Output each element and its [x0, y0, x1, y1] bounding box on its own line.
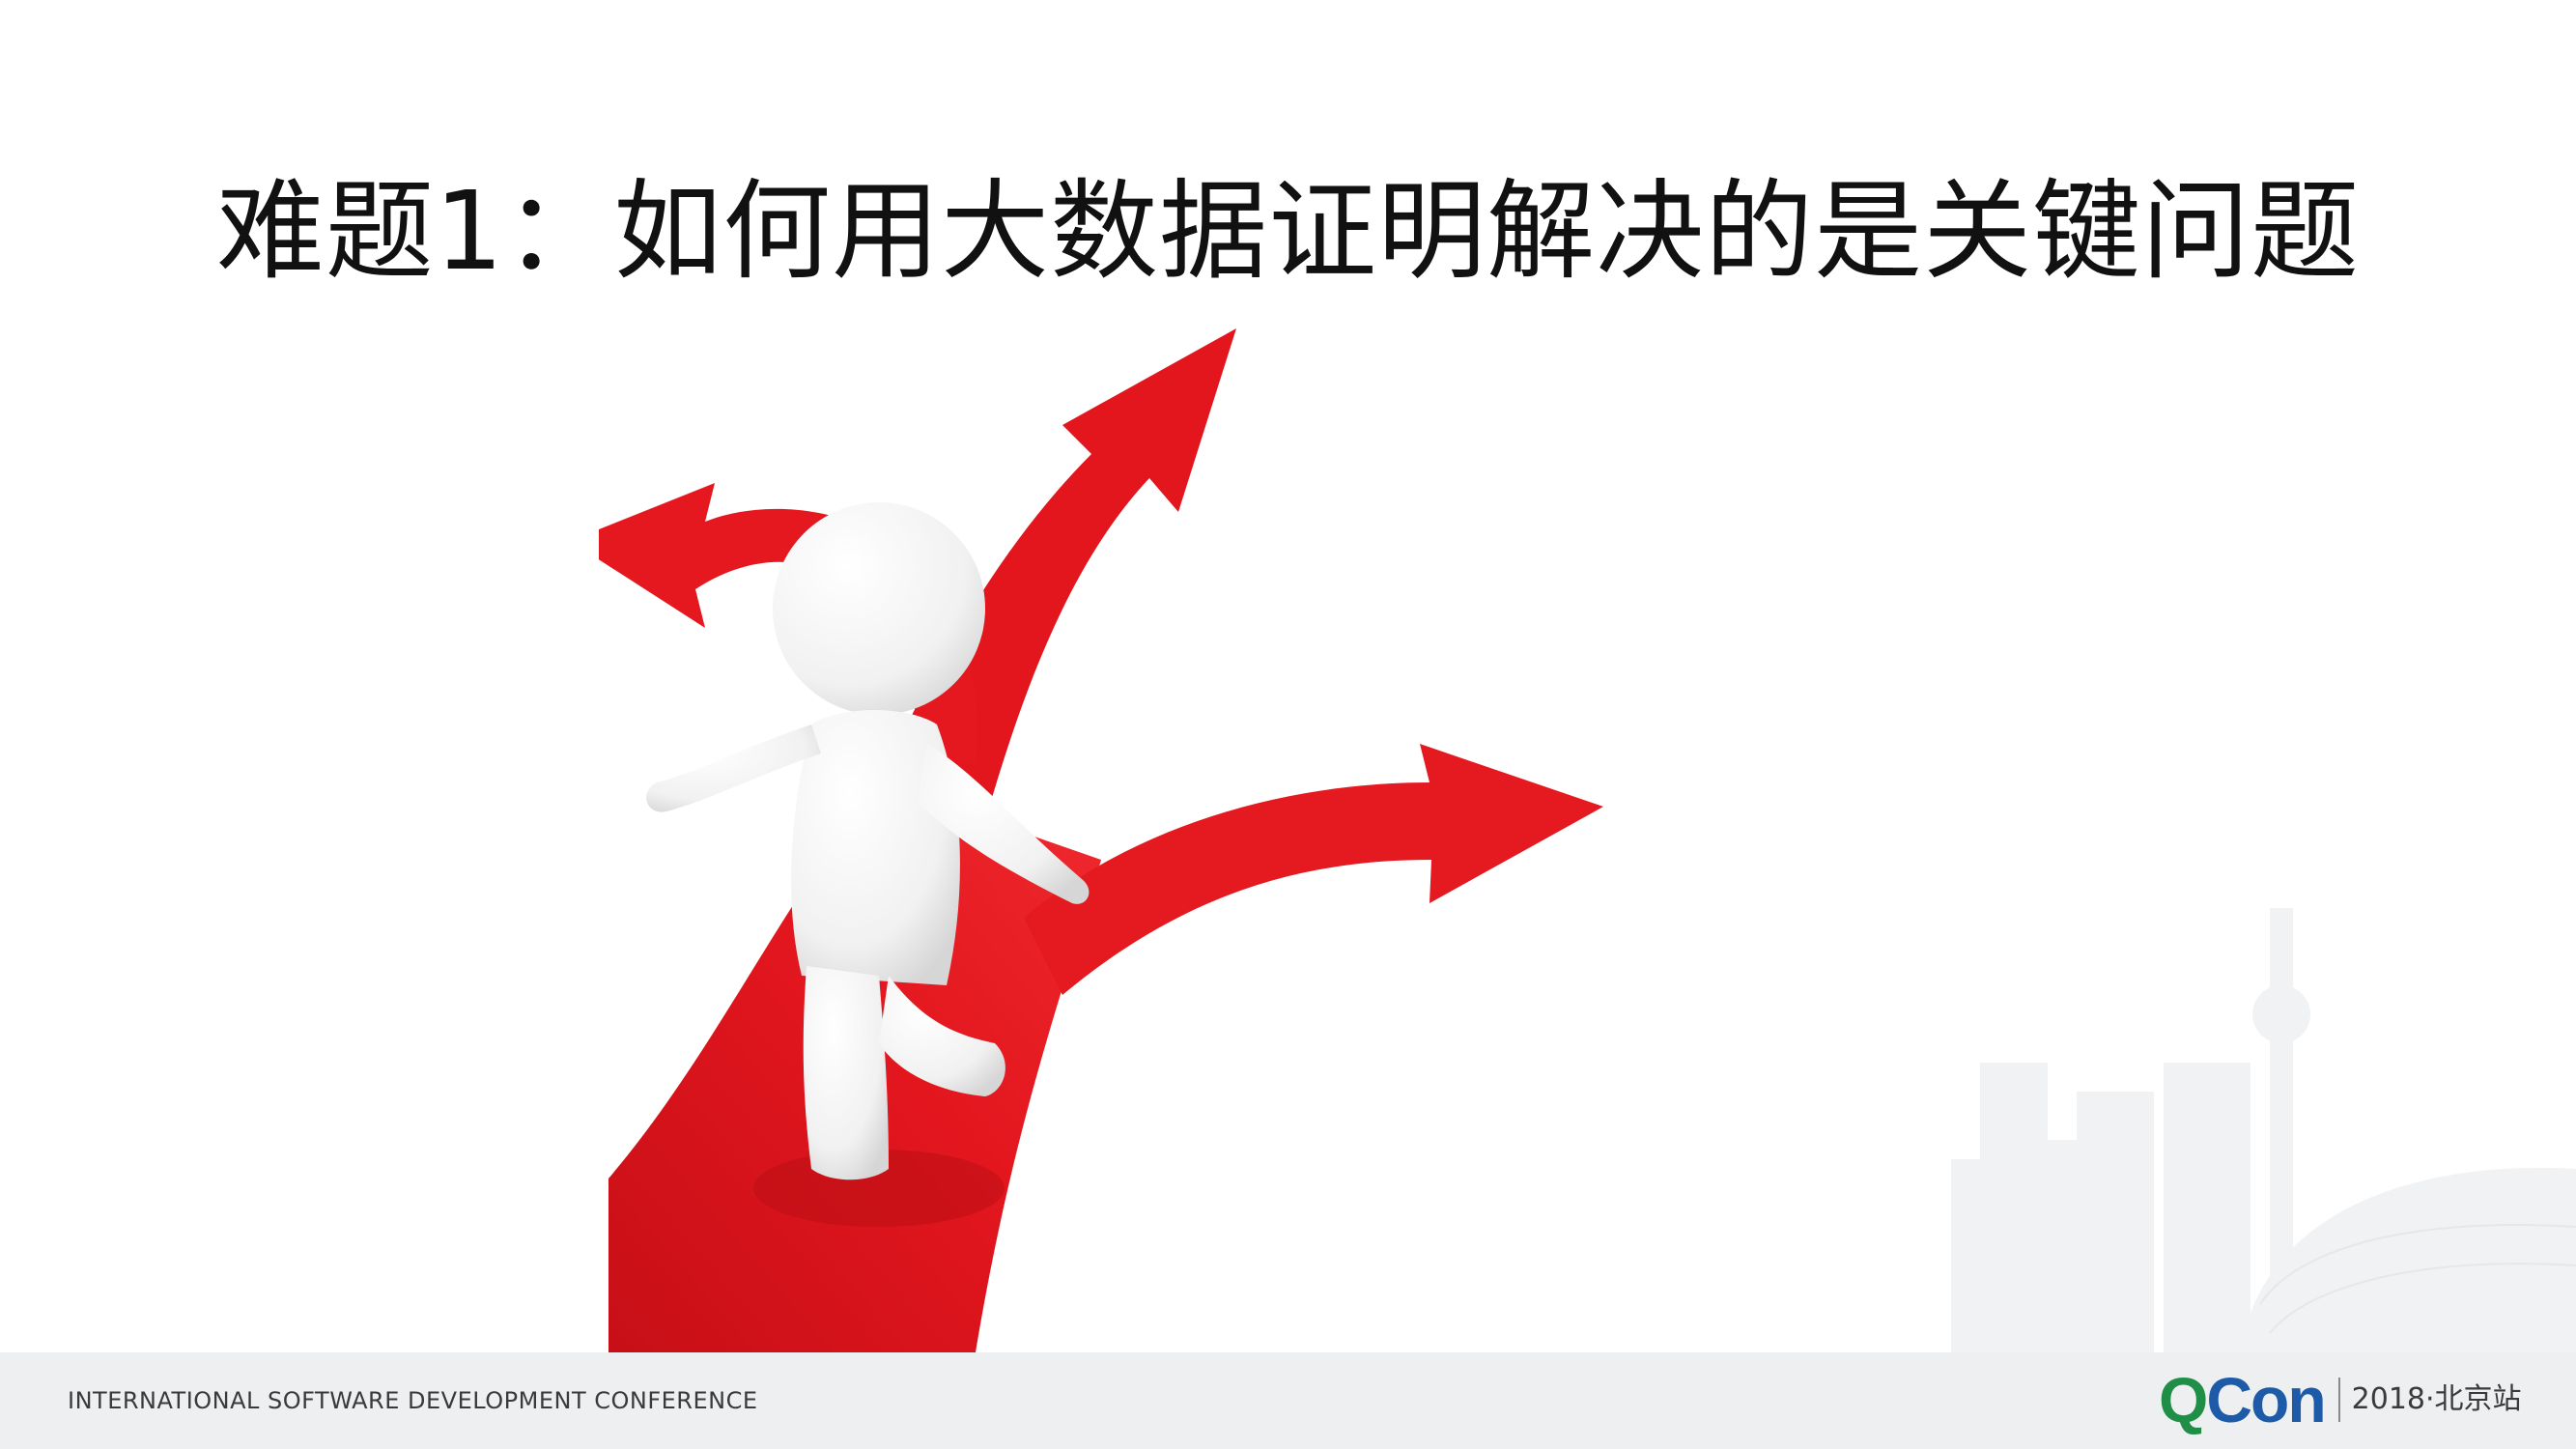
- brand-divider: [2337, 1378, 2340, 1422]
- qcon-brand: QCon 2018·北京站: [2159, 1366, 2522, 1434]
- qcon-logo: QCon: [2159, 1364, 2327, 1435]
- arrow-right: [1024, 744, 1603, 995]
- slide-title: 难题1：如何用大数据证明解决的是关键问题: [215, 169, 2361, 295]
- logo-q: Q: [2159, 1364, 2208, 1435]
- conference-name: INTERNATIONAL SOFTWARE DEVELOPMENT CONFE…: [68, 1387, 758, 1414]
- city-skyline-decoration: [1951, 908, 2576, 1352]
- footer-bar: INTERNATIONAL SOFTWARE DEVELOPMENT CONFE…: [0, 1352, 2576, 1449]
- logo-con: Con: [2206, 1364, 2326, 1435]
- crossroads-arrows-illustration: [599, 328, 1603, 1352]
- edition-label: 2018·北京站: [2351, 1382, 2522, 1416]
- white-figure: [646, 502, 1090, 1180]
